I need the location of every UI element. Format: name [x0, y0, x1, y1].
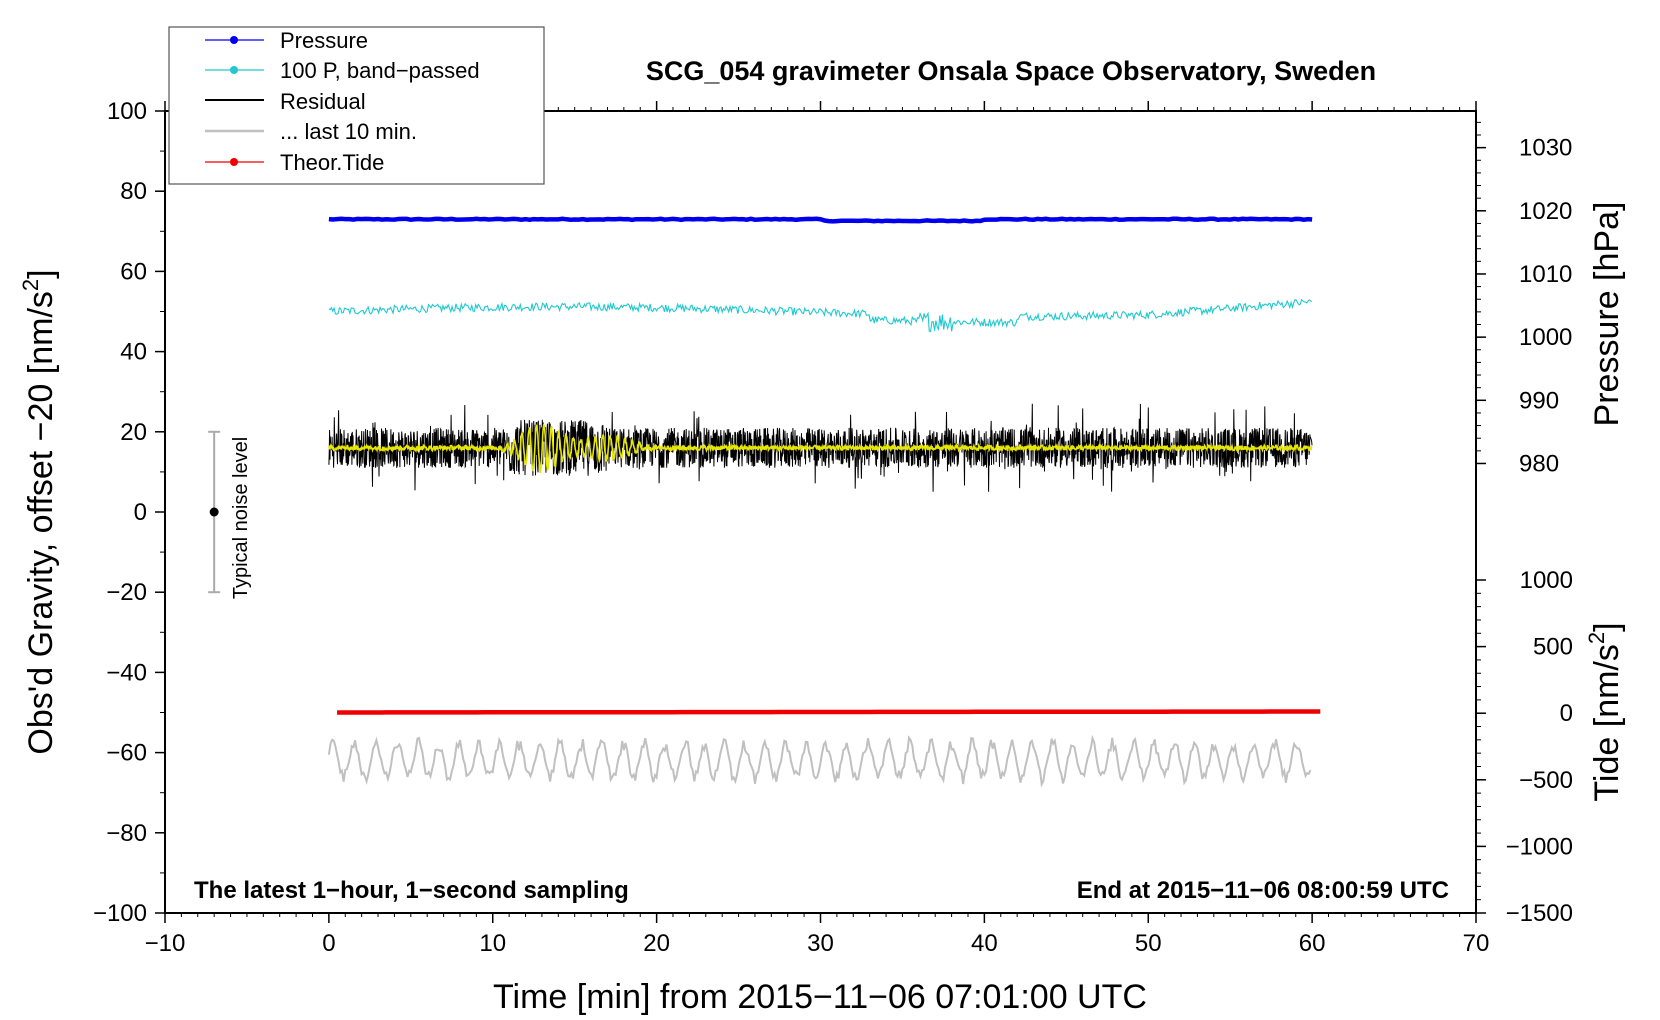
legend-label-tide: Theor.Tide — [280, 150, 384, 175]
y-tick-label: 20 — [120, 419, 147, 446]
legend-item-bandpassed: 100 P, band−passed — [205, 58, 480, 83]
noise-level-indicator — [208, 430, 221, 594]
x-axis-ticks: −10 0 10 20 30 40 50 60 70 — [145, 101, 1490, 957]
y-tick-label: 100 — [107, 98, 147, 125]
series-pressure — [328, 216, 1313, 224]
legend: Pressure 100 P, band−passed Residual ...… — [168, 26, 545, 185]
pressure-axis-ticks: 1030 1020 1010 1000 990 980 — [1475, 111, 1572, 478]
y-axis-ticks: 100 80 60 40 20 0 −20 −40 −60 −80 −100 — [93, 98, 165, 927]
series-theor-tide — [337, 709, 1321, 715]
pressure-tick-label: 990 — [1519, 387, 1559, 414]
pressure-tick-label: 980 — [1519, 450, 1559, 477]
x-tick-label: 10 — [479, 930, 506, 957]
legend-label-last10: ... last 10 min. — [280, 119, 417, 144]
annotation-end-time: End at 2015−11−06 08:00:59 UTC — [1077, 877, 1449, 904]
tide-tick-label: −500 — [1519, 767, 1573, 794]
x-tick-label: 20 — [643, 930, 670, 957]
tide-axis-ticks: 1000 500 0 −500 −1000 −1500 — [1475, 551, 1573, 927]
pressure-tick-label: 1000 — [1519, 324, 1572, 351]
series-lines — [327, 216, 1321, 788]
y-tick-label: −80 — [106, 820, 147, 847]
x-tick-label: 30 — [807, 930, 834, 957]
legend-item-pressure: Pressure — [205, 28, 368, 53]
legend-label-residual: Residual — [280, 89, 366, 114]
legend-item-residual: Residual — [205, 89, 366, 114]
annotation-sampling: The latest 1−hour, 1−second sampling — [194, 877, 629, 904]
plot-frame — [164, 110, 1477, 914]
y-tick-label: 80 — [120, 178, 147, 205]
tide-tick-label: 500 — [1533, 634, 1573, 661]
tide-tick-label: −1500 — [1506, 900, 1573, 927]
series-bandpassed — [328, 298, 1313, 333]
x-tick-label: 70 — [1463, 930, 1490, 957]
x-tick-label: 40 — [971, 930, 998, 957]
y-tick-label: 40 — [120, 339, 147, 366]
y-tick-label: −100 — [93, 900, 147, 927]
y-axis-label-pressure: Pressure [hPa] — [1588, 202, 1626, 427]
y-tick-label: −20 — [106, 579, 147, 606]
y-tick-label: 60 — [120, 258, 147, 285]
y-axis-label-left: Obs'd Gravity, offset −20 [nm/s2] — [18, 269, 60, 754]
tide-tick-label: 0 — [1560, 700, 1573, 727]
pressure-tick-label: 1020 — [1519, 198, 1572, 225]
tide-tick-label: −1000 — [1506, 833, 1573, 860]
legend-item-last10: ... last 10 min. — [205, 119, 417, 144]
y-axis-label-tide: Tide [nm/s2] — [1584, 622, 1626, 801]
y-tick-label: −60 — [106, 740, 147, 767]
legend-label-pressure: Pressure — [280, 28, 368, 53]
x-axis-label: Time [min] from 2015−11−06 07:01:00 UTC — [493, 978, 1147, 1016]
series-smoothed-residual — [328, 423, 1313, 474]
noise-center-dot — [209, 507, 219, 517]
y-tick-label: 0 — [134, 499, 147, 526]
series-last-10-min — [327, 734, 1312, 788]
legend-label-bandpassed: 100 P, band−passed — [280, 58, 480, 83]
chart-title: SCG_054 gravimeter Onsala Space Observat… — [646, 56, 1376, 86]
pressure-tick-label: 1010 — [1519, 261, 1572, 288]
pressure-tick-label: 1030 — [1519, 135, 1572, 162]
x-tick-label: 60 — [1299, 930, 1326, 957]
x-tick-label: −10 — [145, 930, 186, 957]
legend-box — [168, 26, 545, 185]
legend-item-tide: Theor.Tide — [205, 150, 384, 175]
noise-level-label: Typical noise level — [230, 437, 252, 599]
tide-tick-label: 1000 — [1520, 567, 1573, 594]
x-tick-label: 50 — [1135, 930, 1162, 957]
x-tick-label: 0 — [322, 930, 335, 957]
y-tick-label: −40 — [106, 659, 147, 686]
